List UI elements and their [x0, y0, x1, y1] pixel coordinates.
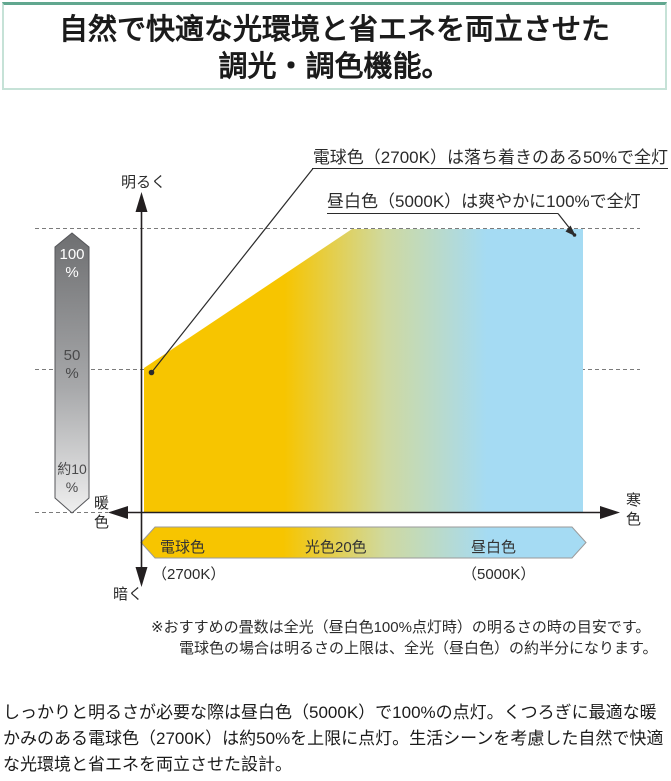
dim-level-10-unit: % — [65, 479, 79, 495]
axis-arrow-up-icon — [135, 192, 148, 212]
dim-level-50-value: 50 — [63, 347, 81, 364]
axis-arrow-right-icon — [600, 506, 620, 519]
daylight-annotation-connector — [557, 213, 572, 231]
footnote-line1: ※おすすめの畳数は全光（昼白色100%点灯時）の明るさの時の目安です。 — [151, 619, 651, 636]
dim-level-50-unit: % — [65, 365, 79, 382]
axis-arrow-left-icon — [108, 506, 128, 519]
header-title-box: 自然で快適な光環境と省エネを両立させた 調光・調色機能。 — [2, 2, 667, 90]
description-paragraph: しっかりと明るさが必要な際は昼白色（5000K）で100%の点灯。くつろぎに最適… — [3, 703, 664, 774]
bulb-annotation-dot — [148, 369, 155, 376]
daylight-annotation-text: 昼白色（5000K）は爽やかに100%で全灯 — [327, 192, 641, 211]
axis-label-cool: 寒色 — [626, 492, 642, 528]
header-title-line1: 自然で快適な光環境と省エネを両立させた — [58, 14, 610, 46]
dim-level-bar — [54, 232, 90, 514]
kelvin-label-2700k: （2700K） — [152, 566, 226, 583]
dim-level-50: 50 % — [55, 347, 89, 383]
kelvin-label-5000k: （5000K） — [462, 566, 536, 583]
dim-level-10: 約10 % — [55, 460, 89, 496]
banner-label-20-colors: 光色20色 — [305, 539, 367, 556]
dim-level-10-value: 約10 — [57, 461, 87, 477]
bulb-annotation-connector — [151, 168, 314, 373]
banner-label-bulb-color: 電球色 — [160, 539, 206, 556]
daylight-annotation-arrow-tip — [572, 233, 577, 237]
banner-label-daylight-color: 昼白色 — [471, 539, 517, 556]
axis-label-brighter: 明るく — [121, 174, 167, 191]
footnote-line2: 電球色の場合は明るさの上限は、全光（昼白色）の約半分になります。 — [179, 640, 658, 657]
dim-range-area — [144, 229, 583, 512]
header-title-line2: 調光・調色機能。 — [218, 51, 451, 83]
axis-arrow-down-icon — [135, 567, 148, 587]
dim-level-100: 100 % — [55, 246, 89, 282]
axis-label-darker: 暗く — [113, 586, 144, 603]
dim-level-100-value: 100 — [59, 246, 85, 263]
bulb-annotation-text: 電球色（2700K）は落ち着きのある50%で全灯 — [312, 148, 668, 167]
dim-level-100-unit: % — [65, 264, 79, 281]
axis-label-warm: 暖色 — [94, 495, 110, 531]
color-range-banner — [140, 526, 587, 559]
